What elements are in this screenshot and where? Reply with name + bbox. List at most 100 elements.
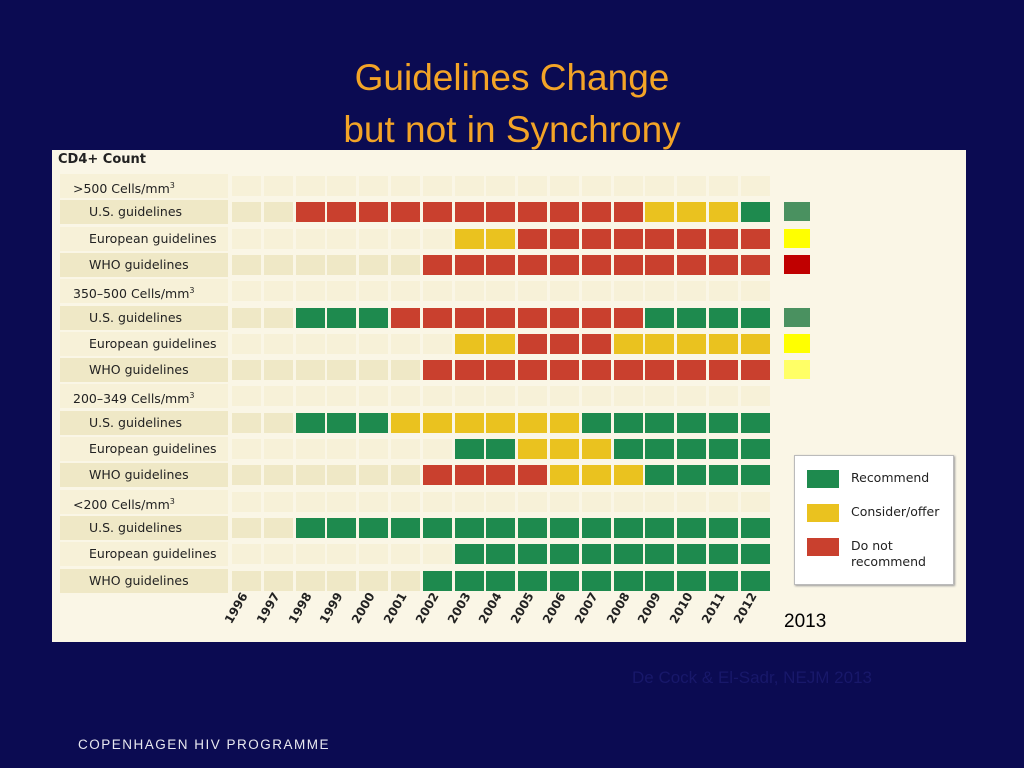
empty-cell <box>581 281 611 302</box>
status-cell <box>645 412 675 433</box>
status-cell <box>645 333 675 354</box>
empty-cell <box>677 386 707 407</box>
empty-cell <box>232 439 261 459</box>
status-cell <box>518 360 548 381</box>
empty-cell <box>359 570 389 591</box>
group-label-text: >500 Cells/mm <box>73 181 170 197</box>
empty-cell <box>359 491 389 512</box>
status-cell <box>327 517 357 538</box>
empty-cell <box>709 281 738 302</box>
empty-cell <box>327 360 357 381</box>
empty-cell <box>232 202 261 223</box>
empty-cell <box>550 386 579 407</box>
row-label: WHO guidelines <box>60 568 228 593</box>
year-tick-label: 2009 <box>635 590 665 626</box>
year-tick-label: 2008 <box>603 590 633 626</box>
status-cell <box>581 544 611 565</box>
status-cell <box>645 517 675 538</box>
group-label: >500 Cells/mm3 <box>60 174 228 198</box>
status-cell <box>486 570 516 591</box>
swatch-2013 <box>784 360 810 380</box>
row-label: European guidelines <box>60 542 228 567</box>
status-cell <box>709 360 738 381</box>
year-tick-label: 2004 <box>476 590 506 626</box>
row-label: U.S. guidelines <box>60 305 228 330</box>
status-cell <box>613 465 643 486</box>
status-cell <box>422 465 452 486</box>
year-tick-label: 2005 <box>508 590 537 626</box>
empty-cell <box>232 333 261 354</box>
empty-cell <box>613 491 643 512</box>
status-cell <box>550 333 579 354</box>
empty-cell <box>581 386 611 407</box>
empty-cell <box>645 281 675 302</box>
status-cell <box>518 228 548 249</box>
status-cell <box>740 544 770 565</box>
status-cell <box>709 412 738 433</box>
status-cell <box>454 228 484 249</box>
empty-cell <box>518 491 548 512</box>
empty-cell <box>550 176 579 196</box>
empty-cell <box>232 176 261 196</box>
status-cell <box>422 570 452 591</box>
status-cell <box>518 517 548 538</box>
status-cell <box>518 307 548 328</box>
empty-cell <box>740 176 770 196</box>
empty-cell <box>263 176 293 196</box>
status-cell <box>677 517 707 538</box>
empty-cell <box>359 439 389 459</box>
empty-cell <box>454 491 484 512</box>
empty-cell <box>359 544 389 565</box>
empty-cell <box>263 360 293 381</box>
empty-cell <box>677 491 707 512</box>
empty-cell <box>232 254 261 275</box>
empty-cell <box>709 176 738 196</box>
empty-cell <box>613 386 643 407</box>
status-cell <box>359 517 389 538</box>
empty-cell <box>295 228 325 249</box>
empty-cell <box>709 491 738 512</box>
empty-cell <box>327 465 357 486</box>
empty-cell <box>581 491 611 512</box>
empty-cell <box>740 281 770 302</box>
status-cell <box>550 254 579 275</box>
status-cell <box>391 307 420 328</box>
source-citation: De Cock & El-Sadr, NEJM 2013 <box>632 668 872 687</box>
empty-cell <box>263 544 293 565</box>
empty-cell <box>359 386 389 407</box>
status-cell <box>422 517 452 538</box>
status-cell <box>709 465 738 486</box>
year-tick-label: 1999 <box>317 590 347 626</box>
slide-title: Guidelines Change but not in Synchrony <box>0 52 1024 156</box>
empty-cell <box>327 281 357 302</box>
empty-cell <box>391 386 420 407</box>
empty-cell <box>422 386 452 407</box>
empty-cell <box>263 281 293 302</box>
status-cell <box>677 202 707 223</box>
status-cell <box>677 254 707 275</box>
status-cell <box>391 517 420 538</box>
empty-cell <box>295 465 325 486</box>
status-cell <box>677 360 707 381</box>
empty-cell <box>486 491 516 512</box>
year-tick-label: 2006 <box>539 590 569 626</box>
status-cell <box>645 570 675 591</box>
status-cell <box>581 360 611 381</box>
empty-cell <box>359 360 389 381</box>
status-cell <box>518 544 548 565</box>
empty-cell <box>327 439 357 459</box>
empty-cell <box>391 254 420 275</box>
status-cell <box>581 570 611 591</box>
empty-cell <box>422 176 452 196</box>
status-cell <box>454 544 484 565</box>
status-cell <box>740 439 770 459</box>
status-cell <box>740 228 770 249</box>
year-tick-label: 1998 <box>285 590 315 626</box>
status-cell <box>740 412 770 433</box>
empty-cell <box>295 333 325 354</box>
year-tick-label: 2002 <box>412 590 442 626</box>
status-cell <box>295 517 325 538</box>
empty-cell <box>295 176 325 196</box>
status-cell <box>359 412 389 433</box>
year-tick-label: 2003 <box>444 590 474 626</box>
